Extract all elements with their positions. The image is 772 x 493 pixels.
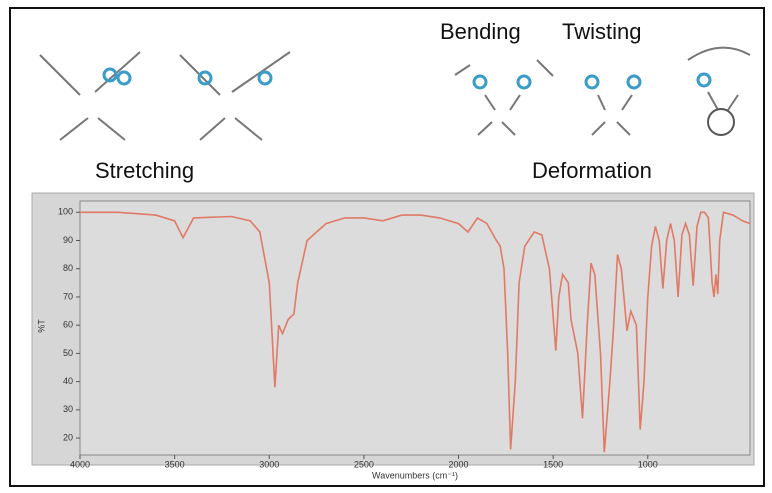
y-tick-label: 50 [63, 348, 73, 358]
y-tick-label: 40 [63, 376, 73, 386]
x-tick-label: 3500 [165, 459, 185, 469]
x-tick-label: 3000 [259, 459, 279, 469]
y-tick-label: 70 [63, 291, 73, 301]
y-tick-label: 80 [63, 263, 73, 273]
molecule-sketches [39, 46, 751, 141]
plot-area [79, 200, 751, 456]
y-tick-label: 30 [63, 404, 73, 414]
x-tick-label: 1000 [638, 459, 658, 469]
y-tick-label: 60 [63, 320, 73, 330]
x-tick-label: 2500 [354, 459, 374, 469]
y-tick-label: 100 [58, 207, 73, 217]
diagram-label: Stretching [95, 158, 194, 183]
x-tick-label: 2000 [449, 459, 469, 469]
spectrum-line [80, 211, 751, 453]
x-tick-label: 4000 [70, 459, 90, 469]
x-axis-label: Wavenumbers (cm⁻¹) [372, 470, 458, 480]
x-tick-label: 1500 [543, 459, 563, 469]
y-tick-label: 90 [63, 235, 73, 245]
y-axis-label: %T [36, 319, 46, 333]
y-tick-label: 20 [63, 432, 73, 442]
diagram-label: Twisting [562, 19, 641, 44]
atoms [102, 67, 712, 90]
diagram-label: Deformation [532, 158, 652, 183]
diagram-label: Bending [440, 19, 521, 44]
